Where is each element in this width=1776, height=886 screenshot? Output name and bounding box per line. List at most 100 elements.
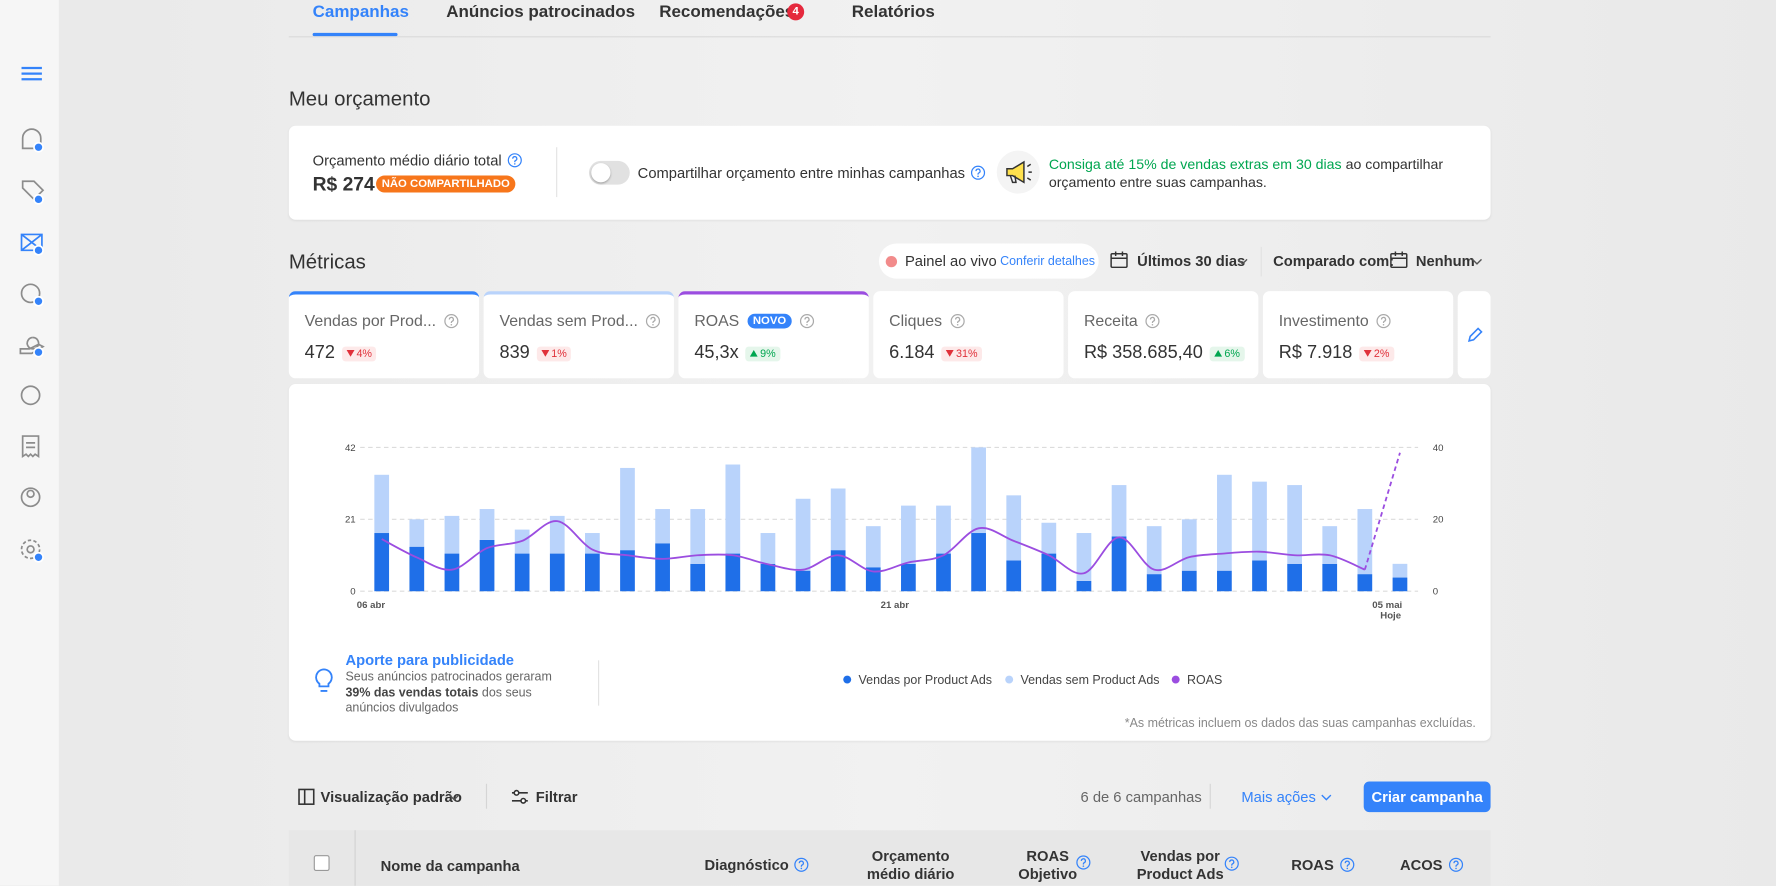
- metric-title-row: Vendas sem Prod...: [499, 311, 661, 330]
- up-arrow: [749, 349, 758, 357]
- tab[interactable]: Campanhas: [312, 2, 409, 22]
- compare-value[interactable]: Nenhum: [1415, 252, 1475, 270]
- down-arrow: [1363, 349, 1372, 357]
- megaphone-icon: [1006, 160, 1032, 184]
- metric-card[interactable]: Vendas sem Prod... 839 1%: [483, 291, 674, 379]
- help-icon[interactable]: [970, 165, 986, 180]
- budget-label-row: Orçamento médio diário total: [313, 152, 522, 169]
- metric-title: Receita: [1083, 311, 1138, 330]
- metric-title: Vendas sem Prod...: [499, 311, 638, 330]
- more-actions[interactable]: Mais ações: [1241, 788, 1316, 806]
- help-glyph: [1224, 856, 1239, 871]
- help-glyph: [444, 313, 459, 328]
- delta-badge: 9%: [745, 346, 781, 361]
- gauge-icon[interactable]: [20, 283, 41, 304]
- metric-title: ROAS: [694, 311, 740, 330]
- help-glyph: [970, 165, 986, 180]
- metric-title: Cliques: [889, 311, 943, 330]
- help-glyph: [1376, 313, 1392, 328]
- bell-icon[interactable]: [21, 128, 42, 150]
- settings-icon[interactable]: [20, 539, 41, 560]
- column-header[interactable]: Vendas por Product Ads: [1136, 847, 1224, 883]
- help-icon[interactable]: [1339, 857, 1354, 872]
- metric-title-row: ROAS NOVO: [694, 311, 815, 330]
- metric-value-row: 45,3x 9%: [694, 343, 781, 363]
- help-glyph: [507, 153, 522, 168]
- tab-divider: [288, 36, 1491, 38]
- metric-value: 45,3x: [694, 343, 739, 363]
- help-icon[interactable]: [800, 313, 815, 328]
- help-glyph: [950, 313, 965, 328]
- help-glyph: [1448, 857, 1463, 872]
- divider: [556, 147, 558, 198]
- tab[interactable]: Recomendações: [659, 2, 795, 22]
- receipt-icon[interactable]: [21, 435, 40, 459]
- insight-text: Seus anúncios patrocinados geraram 39% d…: [345, 671, 577, 717]
- live-link[interactable]: Conferir detalhes: [1000, 254, 1096, 269]
- metric-card[interactable]: Receita R$ 358.685,40 6%: [1068, 291, 1259, 379]
- period[interactable]: Últimos 30 dias: [1137, 252, 1246, 270]
- delta: 9%: [760, 347, 776, 360]
- metric-value-row: R$ 358.685,40 6%: [1084, 343, 1245, 363]
- menu-icon[interactable]: [21, 66, 42, 81]
- help-icon[interactable]: [646, 313, 661, 328]
- metric-card[interactable]: ROAS NOVO 45,3x 9%: [678, 291, 869, 379]
- edit-card[interactable]: [1457, 291, 1491, 379]
- column-header[interactable]: Nome da campanha: [380, 857, 520, 875]
- metric-card[interactable]: Cliques 6.184 31%: [873, 291, 1064, 379]
- campaign-count: 6 de 6 campanhas: [1080, 788, 1202, 806]
- help-icon[interactable]: [794, 857, 809, 872]
- view-icon: [298, 788, 315, 805]
- divider: [1260, 246, 1262, 277]
- delta: 4%: [356, 347, 373, 360]
- column-header[interactable]: ACOS: [1399, 856, 1443, 874]
- money-icon[interactable]: [19, 336, 45, 355]
- metric-title-row: Investimento: [1279, 311, 1392, 330]
- insight-part: Seus anúncios patrocinados geraram: [345, 670, 552, 685]
- help-glyph: [1076, 855, 1091, 870]
- column-header[interactable]: ROAS Objetivo: [1018, 847, 1078, 883]
- help-glyph: [1145, 313, 1161, 328]
- metric-card[interactable]: Investimento R$ 7.918 2%: [1262, 291, 1454, 379]
- toggle[interactable]: [588, 160, 630, 185]
- calendar-icon: [1390, 251, 1408, 269]
- help-icon[interactable]: [1448, 857, 1463, 872]
- budget-label: Orçamento médio diário total: [312, 151, 502, 169]
- checkbox[interactable]: [313, 855, 330, 872]
- help-glyph: [794, 857, 809, 872]
- metric-value: R$ 358.685,40: [1083, 343, 1203, 363]
- delta: 2%: [1373, 347, 1390, 360]
- user-icon[interactable]: [20, 487, 41, 508]
- create-campaign-button[interactable]: Criar campanha: [1363, 781, 1491, 813]
- delta-badge: 4%: [341, 346, 377, 361]
- compare-label: Comparado com:: [1273, 252, 1395, 270]
- section-title: Métricas: [288, 250, 366, 273]
- filter-icon: [511, 789, 528, 804]
- help-icon[interactable]: [1076, 855, 1091, 870]
- insight-title[interactable]: Aporte para publicidade: [345, 651, 515, 669]
- column-header[interactable]: Diagnóstico: [704, 856, 789, 874]
- bulb-icon: [315, 668, 333, 692]
- footnote: *As métricas incluem os dados das suas c…: [1124, 716, 1476, 731]
- metric-value-row: R$ 7.918 2%: [1279, 343, 1394, 363]
- view-select[interactable]: Visualização padrão: [320, 788, 462, 806]
- tab[interactable]: Anúncios patrocinados: [446, 2, 636, 22]
- filter-button[interactable]: Filtrar: [535, 788, 578, 806]
- metric-card[interactable]: Vendas por Prod... 472 4%: [288, 291, 480, 379]
- column-header[interactable]: ROAS: [1291, 856, 1334, 874]
- help-icon[interactable]: [507, 153, 522, 168]
- metric-value-row: 6.184 31%: [889, 343, 983, 363]
- help-icon[interactable]: [1145, 313, 1161, 328]
- help-icon[interactable]: [950, 313, 965, 328]
- help-icon[interactable]: [1224, 856, 1239, 871]
- chevron: [1471, 258, 1482, 265]
- star-icon[interactable]: [20, 385, 41, 406]
- help-icon[interactable]: [1376, 313, 1392, 328]
- help-icon[interactable]: [444, 313, 459, 328]
- tab[interactable]: Relatórios: [851, 2, 935, 22]
- metric-title-row: Receita: [1083, 311, 1161, 330]
- column-header[interactable]: Orçamento médio diário: [866, 847, 955, 883]
- live-pill[interactable]: [878, 243, 1099, 279]
